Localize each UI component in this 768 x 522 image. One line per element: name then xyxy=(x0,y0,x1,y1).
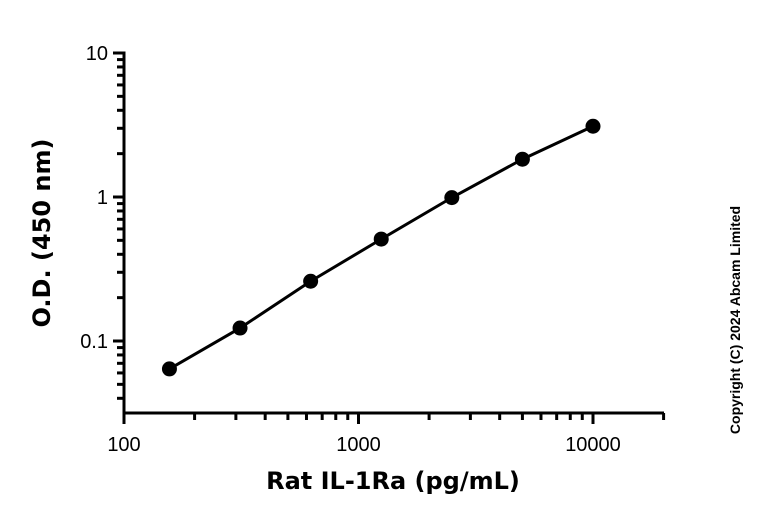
fitted-curve xyxy=(168,124,594,371)
x-tick-label: 10000 xyxy=(565,434,621,456)
data-point xyxy=(232,320,248,336)
x-tick-label: 1000 xyxy=(336,434,381,456)
copyright-notice: Copyright (C) 2024 Abcam Limited xyxy=(727,205,743,435)
data-points xyxy=(161,118,601,377)
y-tick-label: 0.1 xyxy=(80,331,108,353)
y-tick-label: 1 xyxy=(97,187,108,209)
data-point xyxy=(373,231,389,247)
y-tick-label: 10 xyxy=(86,43,108,65)
data-point xyxy=(585,118,601,134)
data-point xyxy=(161,361,177,377)
x-tick-label: 100 xyxy=(107,434,140,456)
data-point xyxy=(303,273,319,289)
axes xyxy=(113,51,666,424)
data-point xyxy=(514,151,530,167)
data-point xyxy=(444,190,460,206)
y-axis-title: O.D. (450 nm) xyxy=(28,138,56,328)
x-axis-title: Rat IL-1Ra (pg/mL) xyxy=(266,467,520,495)
tick-labels: 10 1 0.1 100 1000 10000 xyxy=(80,43,621,456)
